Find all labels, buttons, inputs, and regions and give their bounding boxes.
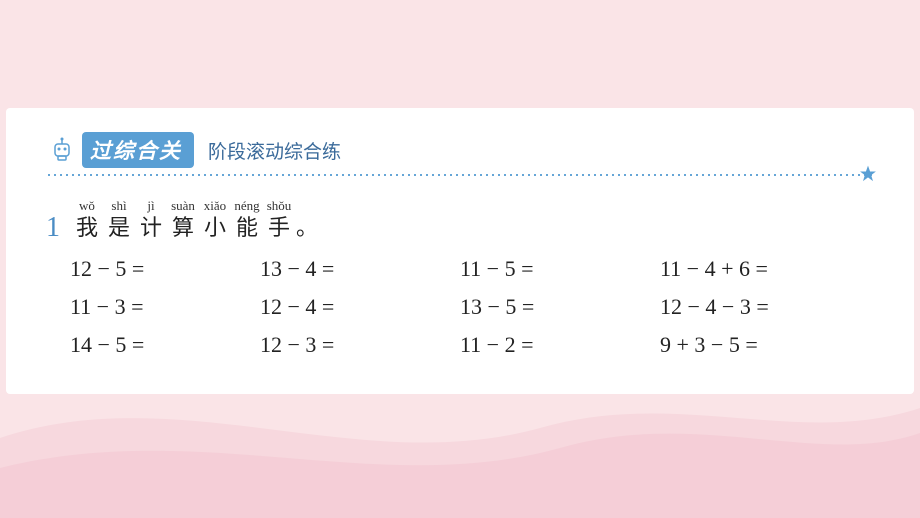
math-grid: 12 − 5 =13 − 4 =11 − 5 =11 − 4 + 6 = 11 −…	[70, 256, 874, 358]
math-expression: 11 − 4 + 6 =	[660, 256, 860, 282]
hanzi: 算	[172, 214, 194, 243]
hanzi: 是	[108, 214, 130, 243]
pinyin: wǒ	[79, 198, 95, 214]
section-tag: 过综合关	[82, 132, 194, 168]
section-subtitle: 阶段滚动综合练	[208, 137, 341, 164]
worksheet-card: 过综合关 阶段滚动综合练 1 wǒ我shì是jì计suàn算xiǎo小néng能…	[6, 108, 914, 394]
hanzi: 能	[236, 214, 258, 243]
pinyin: néng	[234, 198, 259, 214]
question-number: 1	[46, 212, 60, 244]
math-expression: 13 − 4 =	[260, 256, 460, 282]
hanzi: 我	[76, 214, 98, 243]
ruby-char: wǒ我	[72, 198, 102, 242]
math-expression: 9 + 3 − 5 =	[660, 332, 860, 358]
math-expression: 12 − 3 =	[260, 332, 460, 358]
ruby-char: néng能	[232, 198, 262, 242]
pinyin: suàn	[171, 198, 195, 214]
math-expression: 12 − 4 =	[260, 294, 460, 320]
math-expression: 11 − 2 =	[460, 332, 660, 358]
math-expression: 13 − 5 =	[460, 294, 660, 320]
math-expression: 11 − 5 =	[460, 256, 660, 282]
ruby-char: shǒu手	[264, 198, 294, 242]
period: 。	[296, 198, 318, 242]
dotted-divider	[46, 174, 874, 176]
pinyin: shì	[111, 198, 126, 214]
math-expression: 12 − 4 − 3 =	[660, 294, 860, 320]
question-block: 1 wǒ我shì是jì计suàn算xiǎo小néng能shǒu手 。 12 − …	[46, 198, 874, 358]
header-row: 过综合关 阶段滚动综合练	[46, 132, 874, 168]
star-icon	[858, 164, 878, 184]
ruby-char: suàn算	[168, 198, 198, 242]
hanzi: 小	[204, 214, 226, 243]
math-expression: 11 − 3 =	[70, 294, 260, 320]
pinyin: jì	[147, 198, 154, 214]
question-body: wǒ我shì是jì计suàn算xiǎo小néng能shǒu手 。 12 − 5 …	[72, 198, 874, 358]
hanzi: 计	[140, 214, 162, 243]
math-expression: 14 − 5 =	[70, 332, 260, 358]
robot-icon	[46, 134, 78, 166]
ruby-char: jì计	[136, 198, 166, 242]
pinyin: xiǎo	[204, 198, 226, 214]
ruby-char: xiǎo小	[200, 198, 230, 242]
math-expression: 12 − 5 =	[70, 256, 260, 282]
hanzi: 手	[268, 214, 290, 243]
question-title: wǒ我shì是jì计suàn算xiǎo小néng能shǒu手 。	[72, 198, 874, 242]
pinyin: shǒu	[267, 198, 292, 214]
ruby-char: shì是	[104, 198, 134, 242]
